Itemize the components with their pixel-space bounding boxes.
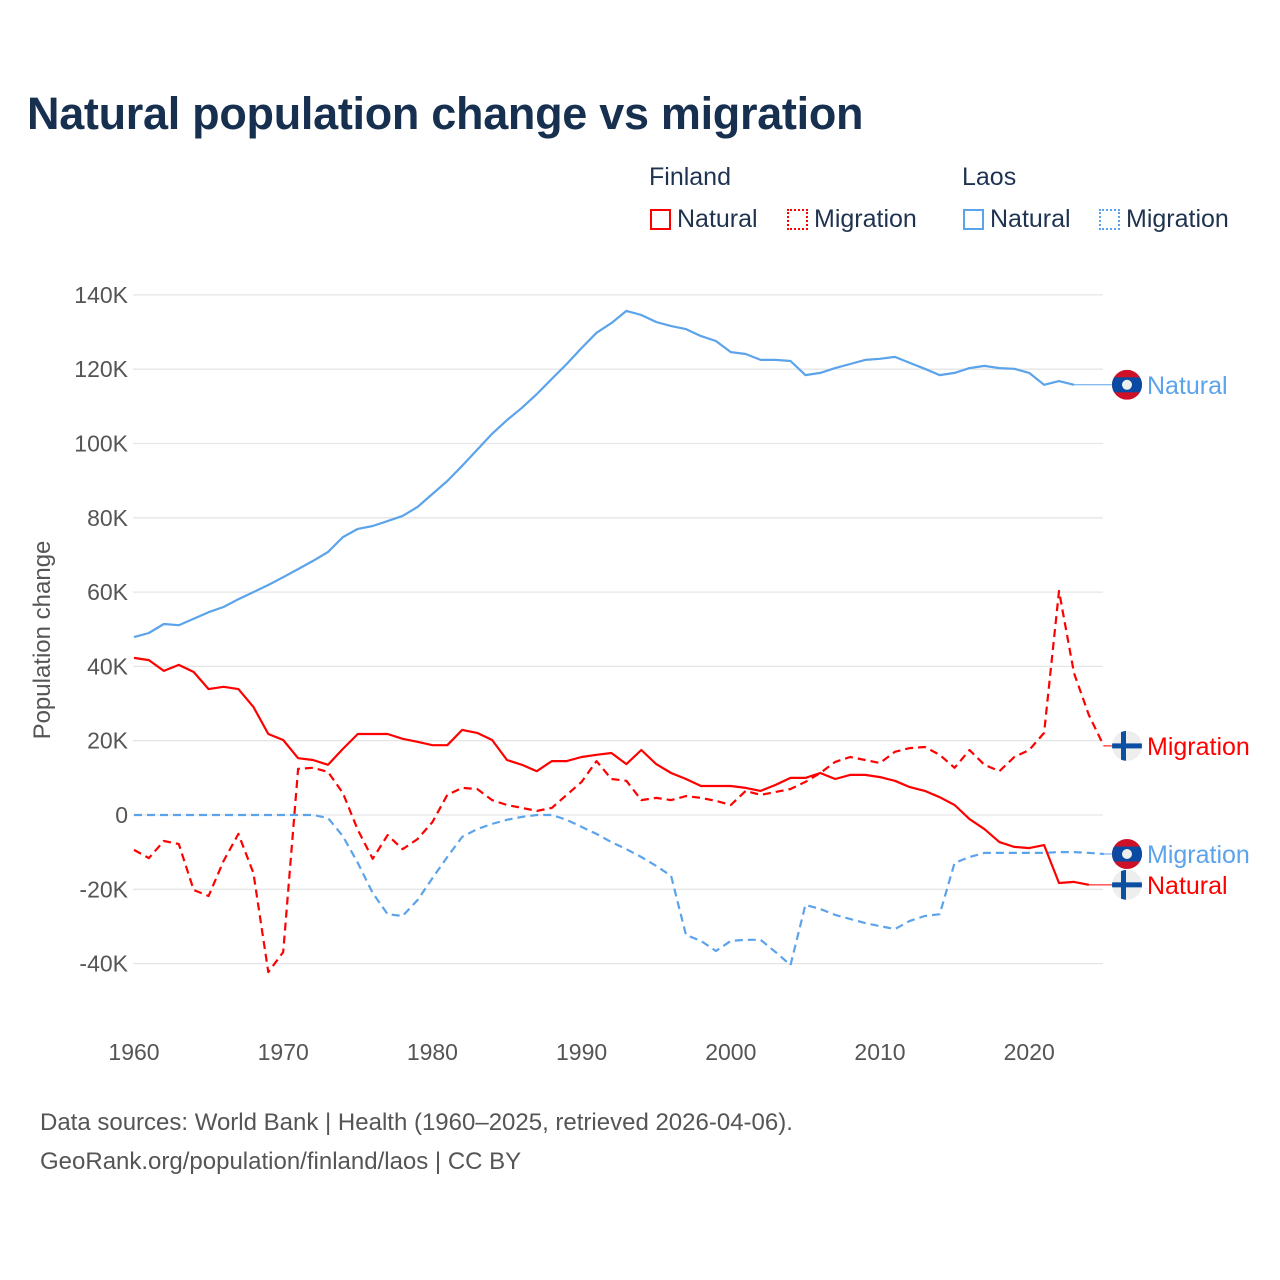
laos-flag-icon xyxy=(1112,839,1142,870)
y-tick-label: 0 xyxy=(115,802,128,828)
legend-label: Migration xyxy=(814,205,917,233)
series-line-laos-migration xyxy=(134,813,1104,967)
legend-swatch-dotted xyxy=(787,209,808,230)
end-label: Migration xyxy=(1147,733,1250,761)
finland-flag-icon xyxy=(1112,869,1142,900)
y-tick-label: 100K xyxy=(74,431,128,457)
y-axis-label: Population change xyxy=(29,541,56,740)
legend-swatch-solid xyxy=(963,209,984,230)
chart-title: Natural population change vs migration xyxy=(27,88,864,139)
y-tick-label: 60K xyxy=(87,579,129,605)
legend-group-laos: Laos xyxy=(962,163,1017,191)
legend-swatch-solid xyxy=(650,209,671,230)
y-tick-label: -40K xyxy=(79,951,128,977)
legend-finland-migration[interactable]: Migration xyxy=(787,205,917,234)
x-tick-label: 1990 xyxy=(556,1039,607,1065)
x-tick-label: 1970 xyxy=(258,1039,309,1065)
finland-flag-icon xyxy=(1112,730,1142,761)
series-line-finland-migration xyxy=(133,589,1105,974)
x-tick-label: 2000 xyxy=(705,1039,756,1065)
x-tick-label: 2010 xyxy=(854,1039,905,1065)
y-tick-label: 40K xyxy=(87,653,129,679)
y-tick-label: 120K xyxy=(74,356,128,382)
x-tick-label: 1980 xyxy=(407,1039,458,1065)
legend-swatch-dotted xyxy=(1099,209,1120,230)
legend-label: Migration xyxy=(1126,205,1229,233)
legend-label: Natural xyxy=(990,205,1071,233)
legend-laos-natural[interactable]: Natural xyxy=(963,205,1071,234)
footer-sources: Data sources: World Bank | Health (1960–… xyxy=(40,1109,793,1136)
y-tick-label: 80K xyxy=(87,505,129,531)
y-tick-label: -20K xyxy=(79,876,128,902)
legend-finland-natural[interactable]: Natural xyxy=(650,205,758,234)
legend-label: Natural xyxy=(677,205,758,233)
x-tick-label: 2020 xyxy=(1004,1039,1055,1065)
legend-group-finland: Finland xyxy=(649,163,731,191)
legend-laos-migration[interactable]: Migration xyxy=(1099,205,1229,234)
series-line-laos-natural xyxy=(133,309,1075,639)
end-label: Natural xyxy=(1147,372,1228,400)
series-line-finland-natural xyxy=(133,656,1090,886)
x-tick-label: 1960 xyxy=(108,1039,159,1065)
y-tick-label: 20K xyxy=(87,728,129,754)
end-label: Migration xyxy=(1147,841,1250,869)
y-tick-label: 140K xyxy=(74,282,128,308)
footer-attribution: GeoRank.org/population/finland/laos | CC… xyxy=(40,1148,522,1175)
end-label: Natural xyxy=(1147,872,1228,900)
laos-flag-icon xyxy=(1112,369,1142,400)
